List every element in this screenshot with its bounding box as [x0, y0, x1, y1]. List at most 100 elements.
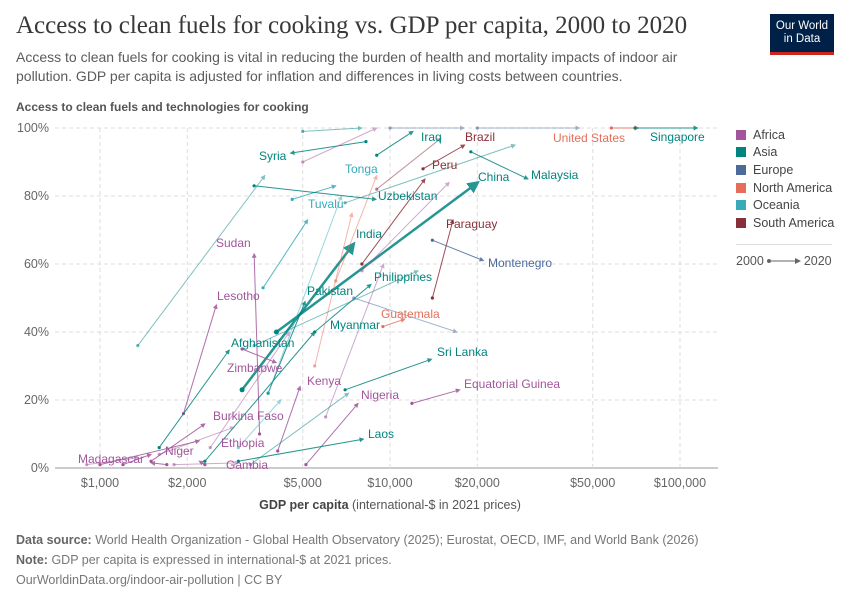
- arrow-madagascar[interactable]: [150, 460, 167, 466]
- legend-swatch: [736, 164, 746, 175]
- arrow-paraguay[interactable]: [431, 218, 455, 299]
- country-label-laos[interactable]: Laos: [368, 427, 394, 441]
- country-label-myanmar[interactable]: Myanmar: [330, 318, 380, 332]
- country-label-iraq[interactable]: Iraq: [421, 130, 442, 144]
- source-url[interactable]: OurWorldinData.org/indoor-air-pollution …: [16, 573, 283, 587]
- country-label-burkina-faso[interactable]: Burkina Faso: [213, 409, 284, 423]
- arrow-unlabeled[interactable]: [159, 426, 236, 455]
- legend-item-africa[interactable]: Africa: [736, 126, 834, 144]
- arrow-peru[interactable]: [361, 178, 426, 265]
- arrow-unlabeled[interactable]: [376, 137, 442, 190]
- legend-item-europe[interactable]: Europe: [736, 161, 834, 179]
- arrow-syria[interactable]: [289, 141, 367, 156]
- arrow-unlabeled[interactable]: [86, 455, 139, 466]
- arrow-iraq[interactable]: [376, 130, 414, 156]
- country-label-gambia[interactable]: Gambia: [226, 458, 268, 472]
- legend-item-asia[interactable]: Asia: [736, 144, 834, 162]
- arrow-unlabeled[interactable]: [237, 399, 282, 448]
- country-label-india[interactable]: India: [356, 227, 382, 241]
- arrow-unlabeled[interactable]: [335, 174, 378, 282]
- arrow-sri-lanka[interactable]: [344, 358, 433, 391]
- y-tick-label: 0%: [31, 461, 49, 475]
- legend-divider: [736, 243, 832, 245]
- country-label-syria[interactable]: Syria: [259, 149, 287, 163]
- time-legend-start: 2000: [736, 253, 764, 268]
- arrow-unlabeled[interactable]: [353, 297, 458, 334]
- legend: Africa Asia Europe North America Oceania Sout…: [736, 126, 834, 268]
- country-label-paraguay[interactable]: Paraguay: [446, 217, 497, 231]
- country-label-madagascar[interactable]: Madagascar: [78, 452, 144, 466]
- x-tick-label: $10,000: [367, 476, 412, 490]
- arrow-uzbekistan[interactable]: [254, 185, 378, 202]
- start-point-uzbekistan[interactable]: [252, 184, 256, 188]
- legend-label: Asia: [753, 145, 778, 160]
- arrow-icon: [766, 257, 801, 264]
- arrow-brazil[interactable]: [422, 144, 466, 170]
- arrow-unlabeled[interactable]: [250, 392, 350, 466]
- country-label-singapore[interactable]: Singapore: [650, 130, 705, 144]
- country-label-niger[interactable]: Niger: [165, 444, 194, 458]
- arrow-philippines[interactable]: [314, 283, 372, 333]
- arrow-lesotho[interactable]: [182, 303, 218, 414]
- x-axis-label: GDP per capita (international-$ in 2021 …: [0, 498, 780, 512]
- legend-item-north-america[interactable]: North America: [736, 179, 834, 197]
- country-label-montenegro[interactable]: Montenegro: [488, 256, 552, 270]
- country-label-sri-lanka[interactable]: Sri Lanka: [437, 345, 488, 359]
- arrow-unlabeled[interactable]: [325, 263, 385, 418]
- data-source-text: World Health Organization - Global Healt…: [95, 533, 699, 547]
- country-label-peru[interactable]: Peru: [432, 158, 457, 172]
- country-label-malaysia[interactable]: Malaysia: [531, 168, 579, 182]
- arrow-tuvalu[interactable]: [262, 218, 309, 289]
- arrow-montenegro[interactable]: [432, 239, 485, 262]
- country-label-nigeria[interactable]: Nigeria: [361, 388, 399, 402]
- arrow-equatorial-guinea[interactable]: [411, 388, 461, 404]
- country-label-kenya[interactable]: Kenya: [307, 374, 341, 388]
- legend-item-oceania[interactable]: Oceania: [736, 196, 834, 214]
- country-label-united-states[interactable]: United States: [553, 131, 625, 145]
- arrow-guatemala[interactable]: [382, 318, 406, 328]
- arrow-unlabeled[interactable]: [253, 270, 420, 347]
- country-label-zimbabwe[interactable]: Zimbabwe: [227, 361, 283, 375]
- arrow-unlabeled[interactable]: [174, 460, 240, 466]
- legend-label: Europe: [753, 162, 794, 177]
- arrow-myanmar[interactable]: [204, 331, 316, 462]
- country-labels: Syria Iraq Brazil United States Singapore Per…: [78, 130, 705, 472]
- country-label-uzbekistan[interactable]: Uzbekistan: [378, 189, 437, 203]
- y-tick-label: 60%: [24, 257, 49, 271]
- country-label-china[interactable]: China: [478, 170, 510, 184]
- country-label-tuvalu[interactable]: Tuvalu: [308, 197, 344, 211]
- country-label-afghanistan[interactable]: Afghanistan: [231, 336, 294, 350]
- legend-swatch: [736, 217, 746, 228]
- arrow-afghanistan[interactable]: [158, 349, 230, 448]
- arrow-kenya[interactable]: [277, 385, 302, 452]
- x-tick-label: $2,000: [168, 476, 206, 490]
- country-label-sudan[interactable]: Sudan: [216, 236, 251, 250]
- country-label-pakistan[interactable]: Pakistan: [307, 284, 353, 298]
- country-label-equatorial-guinea[interactable]: Equatorial Guinea: [464, 377, 560, 391]
- arrow-laos[interactable]: [238, 437, 365, 462]
- footer: Data source: World Health Organization -…: [16, 530, 699, 590]
- legend-swatch: [736, 129, 746, 140]
- arrow-nigeria[interactable]: [305, 402, 359, 465]
- time-legend-end: 2020: [803, 253, 832, 268]
- arrow-unlabeled[interactable]: [344, 143, 517, 204]
- country-label-philippines[interactable]: Philippines: [374, 270, 432, 284]
- country-label-lesotho[interactable]: Lesotho: [217, 289, 260, 303]
- country-label-tonga[interactable]: Tonga: [345, 162, 378, 176]
- arrow-unlabeled[interactable]: [302, 127, 378, 163]
- arrow-unlabeled[interactable]: [314, 212, 354, 367]
- owid-logo[interactable]: Our World in Data: [770, 14, 834, 55]
- note-label: Note:: [16, 553, 48, 567]
- arrow-china[interactable]: [275, 180, 480, 334]
- country-label-ethiopia[interactable]: Ethiopia: [221, 436, 265, 450]
- arrow-unlabeled[interactable]: [267, 195, 343, 394]
- legend-item-south-america[interactable]: South America: [736, 214, 834, 232]
- arrow-unlabeled[interactable]: [361, 181, 450, 272]
- country-label-guatemala[interactable]: Guatemala: [381, 307, 440, 321]
- country-label-brazil[interactable]: Brazil: [465, 130, 495, 144]
- arrow-india[interactable]: [241, 241, 356, 391]
- arrow-unlabeled[interactable]: [137, 174, 266, 346]
- arrow-unlabeled[interactable]: [209, 331, 290, 448]
- arrow-unlabeled[interactable]: [302, 125, 363, 132]
